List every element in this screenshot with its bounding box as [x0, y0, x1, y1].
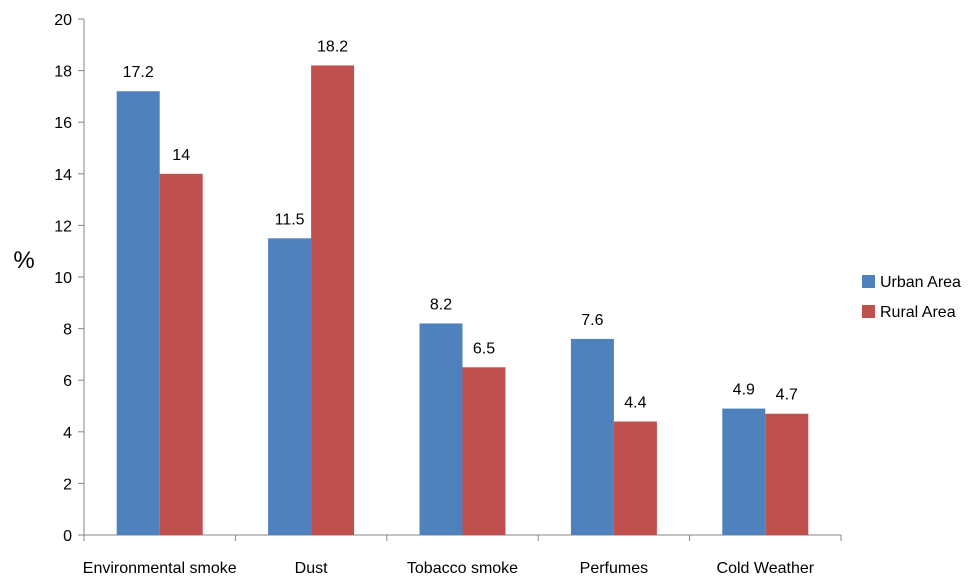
- bar: [159, 173, 203, 536]
- y-tick-label: 12: [54, 218, 72, 235]
- legend-swatch: [862, 305, 875, 318]
- bar: [268, 238, 312, 536]
- data-label: 11.5: [275, 211, 305, 228]
- y-tick-label: 6: [63, 373, 72, 390]
- x-category-label: Cold Weather: [717, 560, 815, 577]
- bar: [722, 408, 766, 535]
- bar-group: 17.2 14 11.5 18.2 8.2 6.5 7.6 4.4 4.9 4.7: [116, 38, 809, 536]
- data-label: 7.6: [581, 312, 603, 329]
- y-axis-title: %: [13, 247, 34, 274]
- data-label: 6.5: [473, 340, 495, 357]
- data-label: 17.2: [123, 64, 154, 81]
- x-category-label: Dust: [295, 560, 328, 577]
- legend-label: Rural Area: [880, 304, 956, 321]
- legend: Urban Area Rural Area: [862, 274, 961, 321]
- data-label: 4.7: [776, 387, 798, 404]
- y-tick-label: 8: [63, 322, 72, 339]
- y-tick-label: 18: [54, 64, 72, 81]
- x-category-label: Environmental smoke: [83, 560, 237, 577]
- y-axis: 0 2 4 6 8 10 12 14 16 18 20: [54, 12, 85, 545]
- bar: [765, 413, 809, 535]
- bar: [462, 367, 506, 535]
- y-tick-label: 10: [54, 270, 72, 287]
- y-tick-label: 4: [63, 425, 72, 442]
- legend-label: Urban Area: [880, 274, 961, 291]
- legend-swatch: [862, 275, 875, 288]
- y-tick-label: 16: [54, 115, 72, 132]
- y-tick-label: 20: [54, 12, 72, 29]
- y-tick-label: 2: [63, 476, 72, 493]
- x-category-label: Perfumes: [580, 560, 648, 577]
- bar: [570, 338, 614, 535]
- x-axis: Environmental smoke Dust Tobacco smoke Perf…: [83, 534, 842, 577]
- bar: [613, 421, 657, 535]
- y-tick-label: 14: [54, 167, 72, 184]
- data-label: 14: [172, 147, 190, 164]
- bar: [419, 323, 463, 535]
- bar: [311, 65, 355, 535]
- x-category-label: Tobacco smoke: [407, 560, 518, 577]
- data-label: 8.2: [430, 296, 452, 313]
- data-label: 4.4: [624, 394, 646, 411]
- y-tick-label: 0: [63, 528, 72, 545]
- data-label: 18.2: [317, 38, 348, 55]
- data-label: 4.9: [733, 382, 755, 399]
- bar: [116, 91, 160, 536]
